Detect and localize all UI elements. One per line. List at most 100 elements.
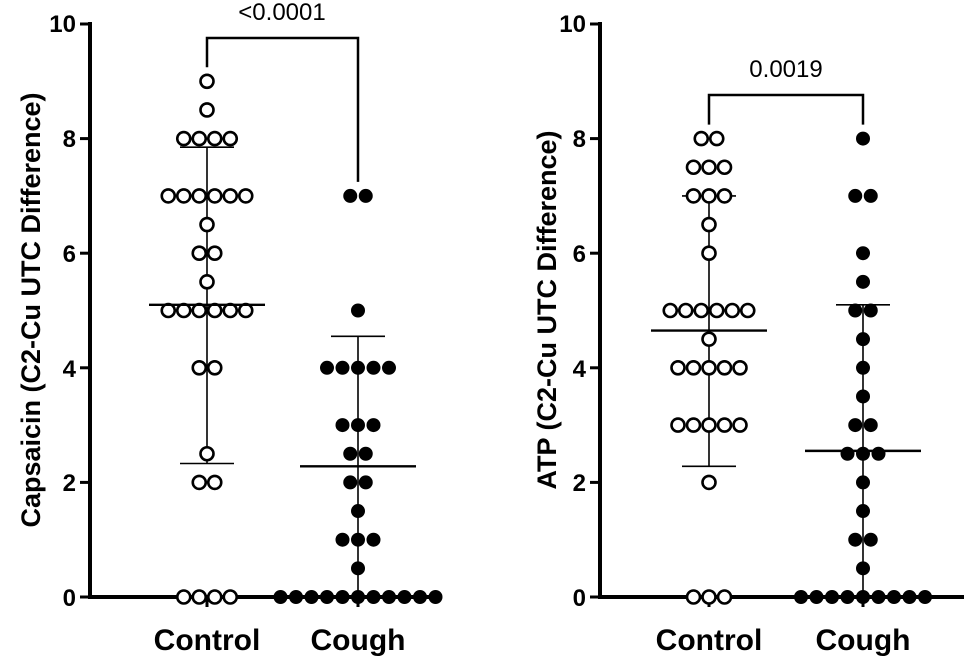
atp-control-point <box>670 359 686 376</box>
atp-cough-point <box>887 590 901 604</box>
capsaicin-control-point <box>199 216 215 233</box>
panel-capsaicin-ticks: 0 2 4 6 8 10 <box>49 11 76 612</box>
panel-capsaicin-xlabel-control: Control <box>154 624 261 657</box>
atp-control-point <box>670 417 686 433</box>
atp-cough-point <box>902 590 917 604</box>
atp-control-point <box>701 331 717 347</box>
capsaicin-cough-point <box>358 446 373 461</box>
capsaicin-cough-point <box>366 360 381 375</box>
capsaicin-control-point <box>191 130 208 147</box>
panel-capsaicin-ytick-10: 10 <box>49 11 76 38</box>
atp-control-point <box>701 245 717 261</box>
capsaicin-cough-point <box>358 475 373 490</box>
capsaicin-cough-point <box>351 360 365 375</box>
capsaicin-control-point <box>206 589 223 605</box>
atp-control-point <box>739 302 756 319</box>
panel-atp-xlabel-control: Control <box>656 624 763 657</box>
atp-cough-point <box>848 188 863 203</box>
atp-control-point <box>708 302 725 319</box>
atp-control-point <box>716 188 733 204</box>
capsaicin-cough-point <box>366 590 381 604</box>
capsaicin-cough-point <box>428 590 443 604</box>
capsaicin-control-point <box>206 130 223 147</box>
atp-control-point <box>685 589 702 605</box>
capsaicin-control-point <box>237 188 254 204</box>
capsaicin-cough-point <box>304 590 319 604</box>
atp-cough-point <box>856 389 870 404</box>
panel-atp-ytick-2: 2 <box>573 470 586 497</box>
capsaicin-control-point <box>222 589 239 605</box>
atp-control-point <box>685 359 702 376</box>
atp-control-point <box>701 188 717 204</box>
atp-cough-point <box>856 131 870 146</box>
capsaicin-control-point <box>222 130 239 147</box>
capsaicin-control-point <box>199 102 215 118</box>
capsaicin-cough-point <box>351 561 365 576</box>
atp-control-point <box>716 159 733 176</box>
atp-control-point <box>732 359 748 376</box>
capsaicin-cough-point <box>358 188 373 203</box>
atp-significance-bracket <box>707 93 865 125</box>
panel-capsaicin-ytick-6: 6 <box>63 241 76 268</box>
atp-control-point <box>701 216 717 233</box>
capsaicin-cough-point <box>320 360 334 375</box>
panel-capsaicin-marks <box>80 22 443 607</box>
atp-cough-point <box>794 590 808 604</box>
panel-capsaicin-ytick-8: 8 <box>63 126 76 153</box>
atp-control-point <box>701 474 717 491</box>
capsaicin-control-point <box>175 130 192 147</box>
atp-cough-point <box>848 303 863 318</box>
panel-capsaicin-ytick-0: 0 <box>63 585 76 612</box>
atp-cough-point <box>856 332 870 347</box>
capsaicin-control-point <box>199 73 215 90</box>
atp-cough-point <box>848 532 863 547</box>
atp-control-point <box>685 188 702 204</box>
capsaicin-control-point <box>206 359 223 376</box>
panel-atp-ytick-6: 6 <box>573 241 586 268</box>
capsaicin-cough-point <box>343 188 358 203</box>
capsaicin-control-point <box>191 589 208 605</box>
atp-control-point <box>662 302 679 319</box>
capsaicin-cough-point <box>351 590 365 604</box>
atp-control-point <box>677 302 694 319</box>
capsaicin-control-point <box>199 445 215 462</box>
capsaicin-cough-point <box>366 532 381 547</box>
capsaicin-cough-point <box>343 475 358 490</box>
capsaicin-cough-point <box>273 590 288 604</box>
capsaicin-cough-point <box>351 303 365 318</box>
atp-cough-point <box>856 561 870 576</box>
capsaicin-cough-point <box>351 418 365 433</box>
atp-cough-point <box>856 274 870 289</box>
atp-control-point <box>701 589 717 605</box>
atp-control-point <box>716 417 733 433</box>
panel-atp-ylabel-group: ATP (C2-Cu UTC Difference) <box>532 130 562 489</box>
capsaicin-cough-point <box>382 360 396 375</box>
panel-atp: ATP (C2-Cu UTC Difference) 0 2 4 6 8 10 … <box>532 11 964 657</box>
atp-control-point <box>693 302 710 319</box>
capsaicin-significance-bracket <box>205 36 360 182</box>
atp-cough-point <box>825 590 839 604</box>
panel-capsaicin-xlabel-cough: Cough <box>311 624 406 657</box>
capsaicin-control-point <box>191 474 208 491</box>
atp-cough-point <box>918 590 932 604</box>
panel-capsaicin-ytick-2: 2 <box>63 470 76 497</box>
capsaicin-control-point <box>160 188 177 204</box>
panel-capsaicin: Capsaicin (C2-Cu UTC Difference) 0 2 4 6… <box>16 0 443 657</box>
atp-control-point <box>732 417 748 433</box>
capsaicin-cough-point <box>289 590 303 604</box>
panel-atp-ytick-10: 10 <box>559 11 586 38</box>
atp-cough-point <box>856 475 870 490</box>
capsaicin-cough-point <box>335 418 350 433</box>
capsaicin-control-point <box>206 474 223 491</box>
capsaicin-control-point <box>222 188 239 204</box>
capsaicin-cough-point <box>335 532 350 547</box>
panel-capsaicin-ylabel: Capsaicin (C2-Cu UTC Difference) <box>16 92 46 527</box>
capsaicin-control-point <box>199 274 215 290</box>
atp-cough-point <box>871 590 886 604</box>
atp-control-point <box>708 130 725 147</box>
panel-capsaicin-ylabel-group: Capsaicin (C2-Cu UTC Difference) <box>16 92 46 527</box>
atp-control-point <box>693 130 710 147</box>
atp-cough-point <box>863 303 878 318</box>
atp-control-point <box>701 159 717 176</box>
